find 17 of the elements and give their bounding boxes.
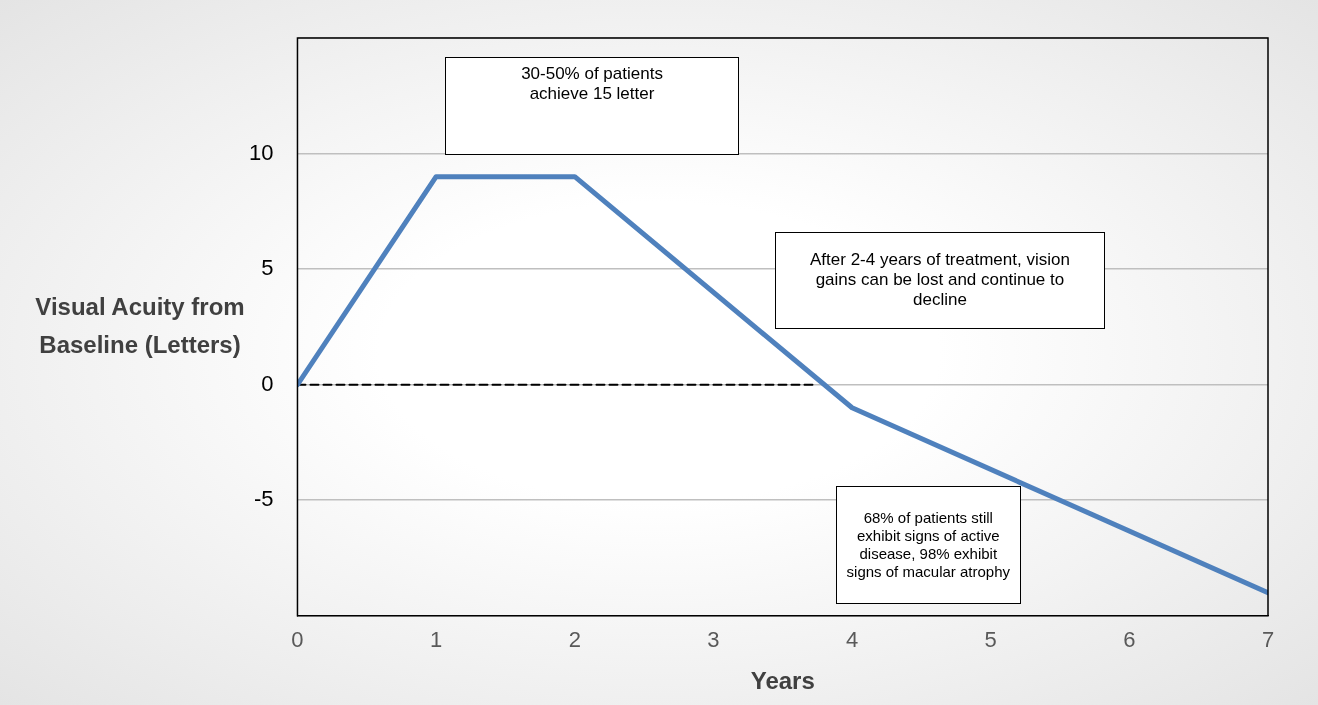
text-box: 68% of patients still exhibit signs of active disease, 98% exhibit signs of macular atrophy bbox=[836, 485, 1021, 605]
x-tick-label: 0 bbox=[291, 627, 304, 653]
x-tick-label: 4 bbox=[845, 627, 859, 653]
text-box: 30-50% of patients achieve 15 letter bbox=[445, 57, 740, 156]
x-tick-label: 3 bbox=[707, 627, 720, 653]
x-tick-label: 7 bbox=[1261, 627, 1275, 653]
y-tick-label: 0 bbox=[261, 370, 274, 396]
text-box: After 2-4 years of treatment, vision gains can be lost and continue to decline bbox=[774, 231, 1105, 329]
x-tick-label: 1 bbox=[429, 627, 443, 653]
x-tick-label: 5 bbox=[984, 627, 997, 653]
y-tick-label: 10 bbox=[248, 139, 274, 165]
x-tick-label: 2 bbox=[568, 627, 581, 653]
y-tick-label: -5 bbox=[253, 486, 274, 512]
x-axis-title: Years bbox=[750, 667, 815, 695]
x-tick-label: 6 bbox=[1123, 627, 1136, 653]
y-tick-label: 5 bbox=[261, 255, 274, 281]
y-axis-title: Visual Acuity from Baseline (Letters) bbox=[35, 292, 245, 358]
